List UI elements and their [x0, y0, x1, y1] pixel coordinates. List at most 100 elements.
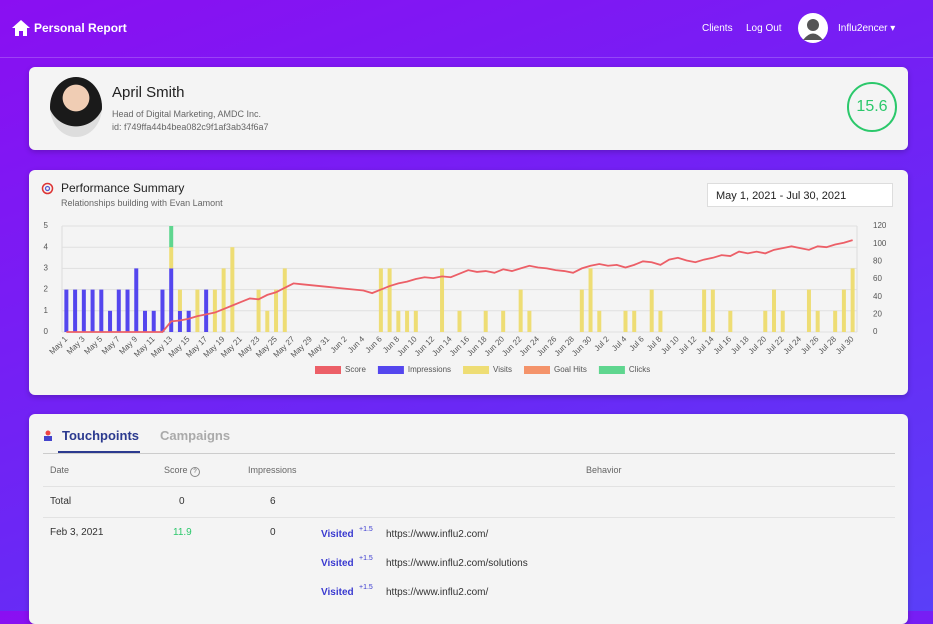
y-tick-label: 2: [44, 285, 49, 294]
row-divider: [43, 486, 895, 487]
action: Visited: [321, 587, 354, 598]
legend-swatch: [524, 366, 550, 374]
bar: [195, 289, 200, 332]
touchpoints-card: Touchpoints Campaigns Date Score ? Impre…: [29, 414, 908, 624]
row-divider: [43, 517, 895, 518]
url[interactable]: https://www.influ2.com/: [386, 587, 489, 598]
x-tick-label: Jun 4: [346, 334, 367, 355]
x-tick-label: Jun 30: [570, 334, 594, 358]
score-line: [66, 239, 853, 333]
bar: [527, 310, 532, 332]
x-tick-label: Jun 2: [329, 334, 350, 355]
nav-link[interactable]: Log Out: [746, 23, 782, 34]
y2-tick-label: 60: [873, 274, 882, 283]
y2-tick-label: 40: [873, 292, 882, 301]
x-tick-label: May 1: [47, 334, 69, 356]
legend-label: Clicks: [629, 365, 650, 374]
brand[interactable]: Personal Report: [34, 21, 127, 35]
cell: 0: [179, 496, 185, 507]
x-tick-label: Jul 24: [782, 334, 804, 356]
bar: [81, 289, 86, 332]
chart-subtitle: Relationships building with Evan Lamont: [61, 198, 223, 208]
bar: [632, 310, 637, 332]
y2-tick-label: 80: [873, 256, 882, 265]
x-tick-label: Jul 2: [593, 334, 612, 353]
x-tick-label: May 3: [65, 334, 87, 356]
bar: [483, 310, 488, 332]
x-tick-label: Jul 4: [610, 334, 629, 353]
target-icon: [41, 182, 54, 195]
bar: [396, 310, 401, 332]
header-text: Score: [164, 465, 188, 475]
avatar[interactable]: [798, 13, 828, 43]
legend-label: Impressions: [408, 365, 451, 374]
legend-label: Visits: [493, 365, 512, 374]
performance-card: Performance Summary Relationships buildi…: [29, 170, 908, 395]
divider: [43, 453, 895, 454]
bar: [274, 289, 279, 332]
table-header: Impressions: [248, 465, 297, 475]
bar: [378, 268, 383, 332]
bar: [815, 310, 820, 332]
profile-name: April Smith: [112, 84, 185, 101]
x-tick-label: Jun 6: [364, 334, 385, 355]
bar: [597, 310, 602, 332]
url[interactable]: https://www.influ2.com/: [386, 529, 489, 540]
url[interactable]: https://www.influ2.com/solutions: [386, 558, 528, 569]
tab-underline: [58, 451, 140, 453]
bar: [457, 310, 462, 332]
x-tick-label: Jul 20: [747, 334, 769, 356]
bar: [169, 268, 174, 332]
x-tick-label: Jul 30: [834, 334, 856, 356]
home-icon[interactable]: [11, 19, 31, 37]
cell: Total: [50, 496, 72, 507]
tab[interactable]: Campaigns: [160, 428, 231, 443]
tab[interactable]: Touchpoints: [62, 428, 140, 443]
y-tick-label: 0: [44, 327, 49, 336]
bar: [806, 289, 811, 332]
y2-tick-label: 100: [873, 239, 887, 248]
bar: [763, 310, 768, 332]
bonus: +1.5: [359, 526, 373, 533]
bar: [99, 289, 104, 332]
cell: Feb 3, 2021: [50, 527, 104, 538]
bar: [125, 289, 130, 332]
legend-label: Goal Hits: [554, 365, 587, 374]
x-tick-label: Jul 18: [729, 334, 751, 356]
date-range-picker[interactable]: May 1, 2021 - Jul 30, 2021: [707, 183, 893, 207]
y2-tick-label: 0: [873, 327, 878, 336]
bar: [841, 289, 846, 332]
help-icon[interactable]: ?: [190, 467, 201, 477]
action: Visited: [321, 529, 354, 540]
bar: [142, 310, 147, 332]
table-header: Date: [50, 465, 70, 475]
x-tick-label: May 7: [100, 334, 122, 356]
bar: [658, 310, 663, 332]
bar: [387, 268, 392, 332]
table-header: Behavior: [586, 465, 622, 475]
chart-title: Performance Summary: [61, 181, 185, 195]
bar: [73, 289, 78, 332]
profile-card: April Smith Head of Digital Marketing, A…: [29, 67, 908, 150]
bar: [501, 310, 506, 332]
bar: [204, 289, 209, 332]
bar: [221, 268, 226, 332]
bar: [649, 289, 654, 332]
bar: [169, 226, 174, 248]
nav-link[interactable]: Clients: [702, 23, 733, 34]
tab-icon: [44, 430, 52, 441]
bar: [230, 247, 235, 332]
bar: [710, 289, 715, 332]
bonus: +1.5: [359, 555, 373, 562]
bar: [265, 310, 270, 332]
bar: [282, 268, 287, 332]
user-name[interactable]: Influ2encer: [838, 23, 888, 34]
bonus: +1.5: [359, 584, 373, 591]
bar: [623, 310, 628, 332]
y-tick-label: 3: [44, 264, 49, 273]
user-menu[interactable]: Influ2encer ▾: [838, 23, 896, 34]
x-tick-label: Jul 6: [628, 334, 647, 353]
y-tick-label: 4: [44, 242, 49, 251]
legend-swatch: [598, 366, 625, 374]
